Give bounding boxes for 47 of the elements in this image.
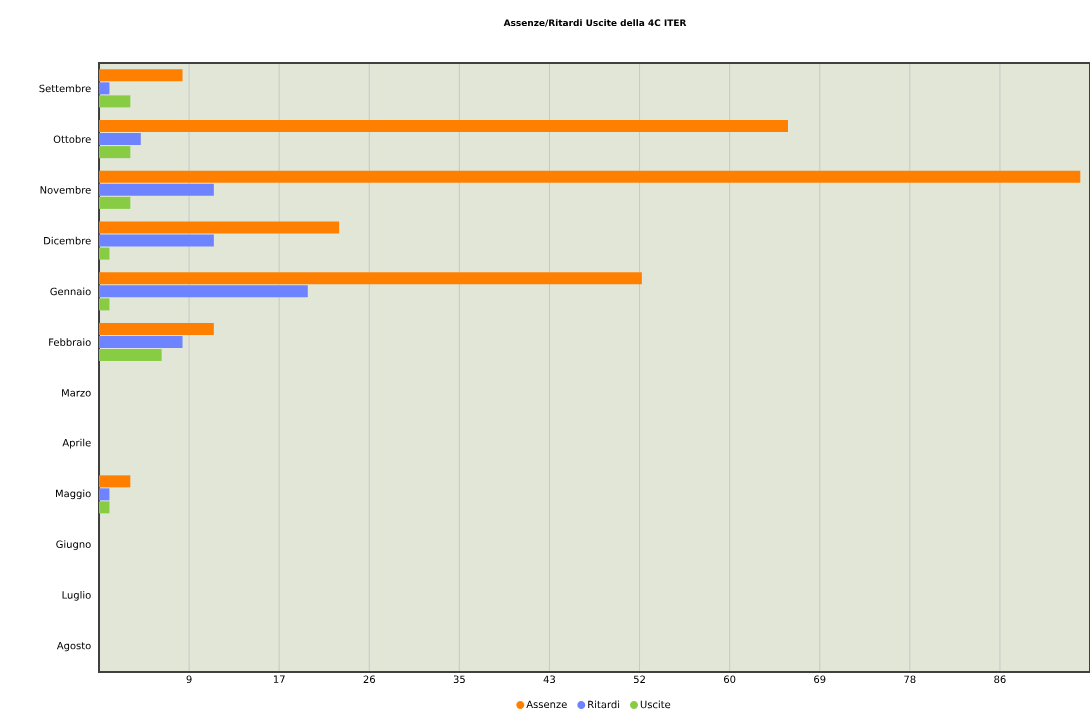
- bar: [99, 336, 183, 349]
- bar: [99, 234, 214, 247]
- y-tick-label: Gennaio: [50, 287, 91, 296]
- y-tick-label: Aprile: [62, 438, 91, 449]
- bar: [99, 349, 162, 362]
- y-tick-label: Marzo: [62, 389, 91, 397]
- bar: [99, 488, 110, 501]
- x-tick-label: 9: [186, 675, 192, 684]
- bar: [99, 82, 110, 95]
- bar: [99, 69, 183, 82]
- bar: [99, 183, 214, 196]
- bar: [99, 475, 131, 488]
- bar: [99, 285, 308, 298]
- bar: [99, 133, 141, 146]
- x-tick-label: 78: [904, 675, 916, 684]
- chart-title: Assenze/Ritardi Uscite della 4C ITER: [503, 19, 687, 27]
- bar: [99, 272, 642, 285]
- bar: [99, 221, 340, 234]
- legend-label: Uscite: [640, 700, 671, 709]
- y-tick-label: Agosto: [56, 641, 91, 652]
- x-tick-label: 86: [994, 675, 1006, 684]
- bar: [99, 95, 131, 108]
- bar: [99, 196, 131, 209]
- bar: [99, 146, 131, 159]
- bar: [99, 170, 1081, 183]
- y-tick-label: Giugno: [56, 540, 91, 550]
- x-tick-label: 43: [543, 675, 556, 684]
- y-tick-label: Settembre: [39, 84, 91, 93]
- y-tick-label: Ottobre: [53, 135, 91, 143]
- legend-label: Assenze: [526, 700, 567, 709]
- x-tick-label: 17: [273, 675, 285, 683]
- x-tick-label: 52: [633, 675, 645, 684]
- bar: [99, 501, 110, 514]
- y-tick-label: Maggio: [56, 489, 91, 500]
- x-tick-label: 69: [814, 675, 826, 684]
- y-tick-label: Novembre: [40, 186, 91, 194]
- x-tick-label: 26: [363, 675, 375, 684]
- y-tick-label: Luglio: [62, 591, 91, 601]
- bar: [99, 120, 788, 133]
- y-tick-label: Febbraio: [49, 338, 91, 346]
- bar: [99, 298, 110, 311]
- x-tick-label: 60: [724, 675, 736, 684]
- bar: [99, 323, 214, 336]
- bar: [99, 247, 110, 260]
- legend-label: Ritardi: [588, 700, 620, 709]
- x-tick-label: 35: [453, 675, 465, 684]
- y-tick-label: Dicembre: [44, 236, 91, 245]
